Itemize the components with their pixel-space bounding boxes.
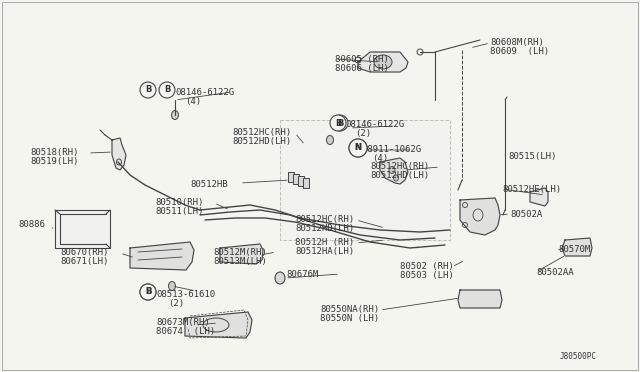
Ellipse shape [394,175,399,181]
Ellipse shape [172,110,179,119]
Text: 80512M(RH): 80512M(RH) [213,248,267,257]
Text: 80511(LH): 80511(LH) [155,207,204,216]
Text: 80673M(RH): 80673M(RH) [156,318,210,327]
Bar [298,176,304,186]
Text: 80512HC(RH): 80512HC(RH) [295,215,354,224]
Text: 08146-6122G: 08146-6122G [345,120,404,129]
Ellipse shape [326,135,333,144]
Polygon shape [220,244,263,264]
Text: 80502A: 80502A [510,210,542,219]
Text: 80502AA: 80502AA [536,268,573,277]
Text: (2): (2) [168,299,184,308]
Circle shape [349,139,367,157]
Text: 80512HC(RH): 80512HC(RH) [370,162,429,171]
Polygon shape [112,138,126,170]
Circle shape [330,115,346,131]
Text: 80570M: 80570M [558,245,590,254]
Polygon shape [185,312,252,338]
Circle shape [140,284,156,300]
Text: 80512HE(LH): 80512HE(LH) [502,185,561,194]
Text: B: B [164,86,170,94]
Bar [288,172,294,182]
Text: 08146-6122G: 08146-6122G [175,88,234,97]
Text: 80519(LH): 80519(LH) [30,157,78,166]
Text: 80502 (RH): 80502 (RH) [400,262,454,271]
Text: 80518(RH): 80518(RH) [30,148,78,157]
Text: 80550N (LH): 80550N (LH) [320,314,379,323]
Circle shape [140,82,156,98]
Ellipse shape [374,55,392,69]
Bar [280,120,450,240]
Circle shape [349,139,367,157]
Text: 08911-1062G: 08911-1062G [362,145,421,154]
Text: (4): (4) [372,154,388,163]
Text: 80609  (LH): 80609 (LH) [490,47,549,56]
Polygon shape [562,238,592,256]
Circle shape [140,284,156,300]
Polygon shape [458,290,502,308]
Text: B: B [145,288,151,296]
Text: B: B [145,288,151,296]
Text: 80510(RH): 80510(RH) [155,198,204,207]
Text: 80674  (LH): 80674 (LH) [156,327,215,336]
Polygon shape [130,242,194,270]
Text: 80503 (LH): 80503 (LH) [400,271,454,280]
Text: 80512HC(RH): 80512HC(RH) [232,128,291,137]
Text: 80512H (RH): 80512H (RH) [295,238,354,247]
Text: 80512HD(LH): 80512HD(LH) [370,171,429,180]
Text: 80512HA(LH): 80512HA(LH) [295,247,354,256]
Text: (4): (4) [185,97,201,106]
Ellipse shape [275,272,285,284]
Text: 80513M(LH): 80513M(LH) [213,257,267,266]
Circle shape [159,82,175,98]
Text: (2): (2) [355,129,371,138]
Text: 80606 (LH): 80606 (LH) [335,64,388,73]
Polygon shape [460,198,500,235]
Bar [303,178,309,188]
Text: 80515(LH): 80515(LH) [508,152,556,161]
Text: J80500PC: J80500PC [560,352,597,361]
Text: B: B [145,86,151,94]
Bar [293,174,299,184]
Text: 80676M: 80676M [286,270,318,279]
Text: N: N [355,144,362,153]
Polygon shape [55,210,110,248]
Text: 80550NA(RH): 80550NA(RH) [320,305,379,314]
Text: 80670(RH): 80670(RH) [60,248,108,257]
Text: B: B [335,119,341,128]
Circle shape [332,115,348,131]
Text: 80886: 80886 [18,220,45,229]
Text: 80512HD(LH): 80512HD(LH) [295,224,354,233]
Text: 80512HB: 80512HB [190,180,228,189]
Polygon shape [358,52,408,72]
Text: B: B [337,119,343,128]
Polygon shape [530,188,548,206]
Ellipse shape [389,167,395,173]
Text: 08513-61610: 08513-61610 [156,290,215,299]
Text: N: N [355,144,362,153]
Ellipse shape [168,282,175,291]
Text: 80605 (RH): 80605 (RH) [335,55,388,64]
Text: 80608M(RH): 80608M(RH) [490,38,544,47]
Text: 80671(LH): 80671(LH) [60,257,108,266]
Polygon shape [380,158,408,184]
Text: 80512HD(LH): 80512HD(LH) [232,137,291,146]
